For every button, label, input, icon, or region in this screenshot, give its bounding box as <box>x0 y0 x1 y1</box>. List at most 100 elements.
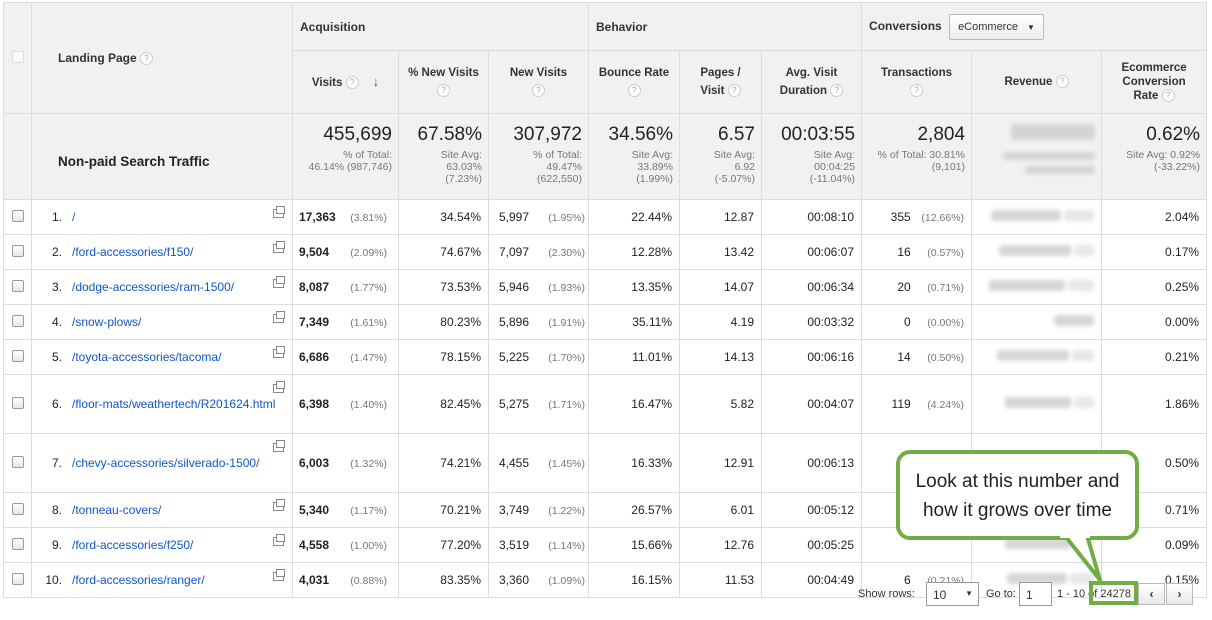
help-icon[interactable]: ? <box>830 84 844 98</box>
landing-page-link[interactable]: /chevy-accessories/silverado-1500/ <box>72 455 260 470</box>
ecommerce-conversion-rate-cell: 0.17% <box>1101 234 1208 270</box>
landing-page-link[interactable]: /ford-accessories/f250/ <box>72 537 194 552</box>
revenue-cell-blurred <box>971 234 1103 270</box>
landing-page-cell: 10./ford-accessories/ranger/ <box>31 562 293 598</box>
pct-new-visits-cell: 83.35% <box>398 562 489 598</box>
row-checkbox-cell[interactable] <box>3 199 32 235</box>
row-checkbox[interactable] <box>11 537 24 550</box>
avg-duration-cell: 00:05:25 <box>760 527 863 563</box>
row-checkbox-cell[interactable] <box>3 269 32 305</box>
new-visits-cell: 5,275 (1.71%) <box>488 374 589 434</box>
report-table: Landing Page ? Acquisition Behavior Conv… <box>3 2 1208 598</box>
landing-page-link[interactable]: /ford-accessories/f150/ <box>72 244 194 259</box>
pct-new-visits-cell: 74.67% <box>398 234 489 270</box>
select-all-checkbox[interactable] <box>11 50 24 63</box>
row-checkbox[interactable] <box>11 279 24 292</box>
open-external-icon[interactable] <box>273 276 285 288</box>
row-checkbox[interactable] <box>11 209 24 222</box>
landing-page-link[interactable]: /ford-accessories/ranger/ <box>72 572 205 587</box>
row-checkbox[interactable] <box>11 572 24 585</box>
new-visits-cell: 5,896 (1.91%) <box>488 304 589 340</box>
pct-new-visits-header[interactable]: % New Visits? <box>398 50 489 114</box>
row-checkbox-cell[interactable] <box>3 374 32 434</box>
ecommerce-conversion-rate-header[interactable]: Ecommerce Conversion Rate ? <box>1101 50 1208 114</box>
pct-new-visits-cell: 74.21% <box>398 433 489 493</box>
open-external-icon[interactable] <box>273 206 285 218</box>
prev-page-button[interactable]: ‹ <box>1138 583 1165 605</box>
new-visits-cell: 5,946 (1.93%) <box>488 269 589 305</box>
help-icon[interactable]: ? <box>727 84 741 98</box>
visits-cell: 4,031 (0.88%) <box>292 562 399 598</box>
open-external-icon[interactable] <box>273 346 285 358</box>
bounce-rate-header[interactable]: Bounce Rate? <box>588 50 680 114</box>
row-checkbox[interactable] <box>11 349 24 362</box>
landing-page-link[interactable]: /tonneau-covers/ <box>72 502 162 517</box>
visits-cell: 5,340 (1.17%) <box>292 492 399 528</box>
pages-visit-cell: 13.42 <box>679 234 762 270</box>
pct-new-visits-cell: 34.54% <box>398 199 489 235</box>
row-checkbox-cell[interactable] <box>3 492 32 528</box>
help-icon[interactable]: ? <box>1055 75 1069 89</box>
row-checkbox[interactable] <box>11 502 24 515</box>
landing-page-header[interactable]: Landing Page ? <box>31 2 293 114</box>
open-external-icon[interactable] <box>273 241 285 253</box>
row-checkbox-cell[interactable] <box>3 339 32 375</box>
revenue-cell-blurred <box>971 269 1103 305</box>
landing-page-link[interactable]: /snow-plows/ <box>72 314 142 329</box>
sort-desc-icon[interactable]: ↓ <box>372 73 380 89</box>
help-icon[interactable]: ? <box>1161 89 1175 103</box>
avg-duration-cell: 00:04:49 <box>760 562 863 598</box>
annotation-callout: Look at this number and how it grows ove… <box>896 450 1139 540</box>
avg-visit-duration-header[interactable]: Avg. Visit Duration ? <box>760 50 863 114</box>
table-row: 4./snow-plows/ 7,349 (1.61%) 80.23% 5,896… <box>3 304 1208 340</box>
row-checkbox-cell[interactable] <box>3 527 32 563</box>
help-icon[interactable]: ? <box>910 84 924 98</box>
row-checkbox-cell[interactable] <box>3 433 32 493</box>
landing-page-link[interactable]: / <box>72 209 76 224</box>
landing-page-cell: 4./snow-plows/ <box>31 304 293 340</box>
row-checkbox-cell[interactable] <box>3 304 32 340</box>
show-rows-select[interactable]: 10 ▼ <box>926 582 979 606</box>
row-checkbox[interactable] <box>11 396 24 409</box>
open-external-icon[interactable] <box>273 440 285 452</box>
open-external-icon[interactable] <box>273 499 285 511</box>
next-page-button[interactable]: › <box>1166 583 1193 605</box>
goto-label: Go to: <box>986 588 1016 600</box>
pages-visit-cell: 14.13 <box>679 339 762 375</box>
pct-new-visits-cell: 70.21% <box>398 492 489 528</box>
segment-label: Non-paid Search Traffic <box>31 113 293 200</box>
open-external-icon[interactable] <box>273 381 285 393</box>
open-external-icon[interactable] <box>273 311 285 323</box>
row-checkbox-cell[interactable] <box>3 234 32 270</box>
open-external-icon[interactable] <box>273 569 285 581</box>
open-external-icon[interactable] <box>273 534 285 546</box>
pages-visit-cell: 12.87 <box>679 199 762 235</box>
bounce-rate-cell: 22.44% <box>588 199 680 235</box>
row-checkbox[interactable] <box>11 314 24 327</box>
bounce-rate-cell: 16.47% <box>588 374 680 434</box>
help-icon[interactable]: ? <box>627 84 641 98</box>
revenue-header[interactable]: Revenue ? <box>971 50 1103 114</box>
transactions-cell: 119 (4.24%) <box>861 374 973 434</box>
row-checkbox[interactable] <box>11 455 24 468</box>
help-icon[interactable]: ? <box>345 75 359 89</box>
landing-page-cell: 5./toyota-accessories/tacoma/ <box>31 339 293 375</box>
help-icon[interactable]: ? <box>437 84 450 98</box>
ecommerce-conversion-rate-cell: 0.09% <box>1101 527 1208 563</box>
landing-page-link[interactable]: /floor-mats/weathertech/R201624.html <box>72 396 276 411</box>
avg-duration-cell: 00:06:13 <box>760 433 863 493</box>
new-visits-header[interactable]: New Visits? <box>488 50 589 114</box>
landing-page-link[interactable]: /dodge-accessories/ram-1500/ <box>72 279 235 294</box>
visits-header[interactable]: Visits ? ↓ <box>292 50 399 114</box>
bounce-rate-cell: 13.35% <box>588 269 680 305</box>
pages-visit-header[interactable]: Pages / Visit ? <box>679 50 762 114</box>
conversions-dropdown[interactable]: eCommerce ▼ <box>949 13 1044 40</box>
goto-input[interactable]: 1 <box>1019 582 1052 606</box>
row-checkbox[interactable] <box>11 244 24 257</box>
landing-page-link[interactable]: /toyota-accessories/tacoma/ <box>72 349 222 364</box>
help-icon[interactable]: ? <box>140 52 154 66</box>
select-all-cell[interactable] <box>3 2 32 114</box>
transactions-header[interactable]: Transactions? <box>861 50 973 114</box>
help-icon[interactable]: ? <box>532 84 545 98</box>
bounce-rate-cell: 16.33% <box>588 433 680 493</box>
